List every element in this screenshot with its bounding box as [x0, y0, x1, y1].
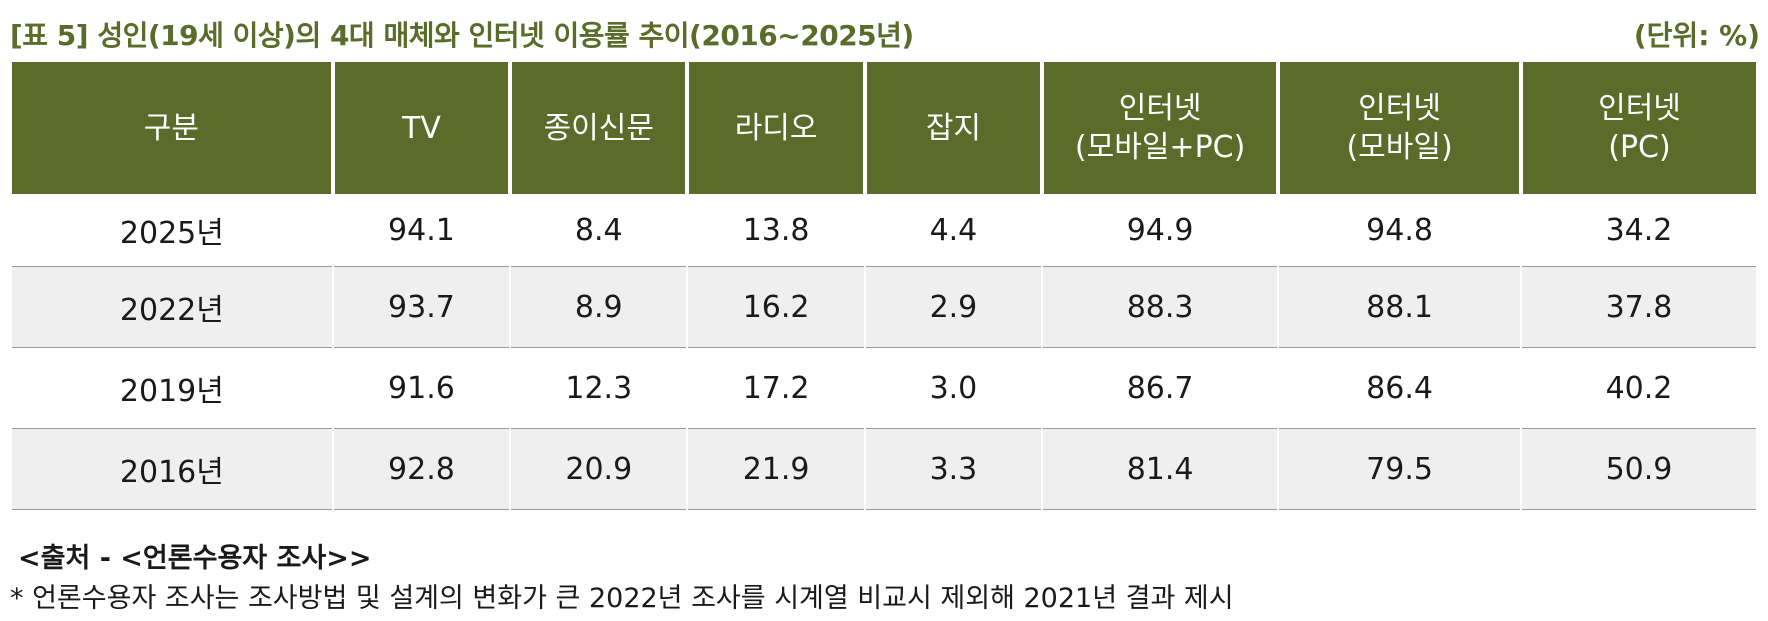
table-cell: 94.8: [1277, 194, 1521, 267]
table-cell: 40.2: [1520, 347, 1756, 429]
header-cell: 종이신문: [508, 62, 688, 194]
table-cell: 88.3: [1041, 266, 1279, 348]
table-cell: 92.8: [331, 428, 511, 510]
table-cell: 21.9: [686, 428, 865, 510]
table-cell: 3.0: [863, 347, 1043, 429]
row-label: 2025년: [12, 194, 333, 267]
header-cell: TV: [330, 62, 511, 194]
title-row: [표 5] 성인(19세 이상)의 4대 매체와 인터넷 이용률 추이(2016…: [10, 8, 1760, 58]
table-cell: 94.9: [1041, 194, 1279, 267]
row-label: 2019년: [12, 347, 333, 429]
source-text: <출처 - <언론수용자 조사>>: [18, 543, 372, 574]
table-title: [표 5] 성인(19세 이상)의 4대 매체와 인터넷 이용률 추이(2016…: [10, 19, 914, 52]
table-cell: 50.9: [1520, 428, 1756, 510]
table-cell: 4.4: [863, 194, 1043, 267]
table-cell: 13.8: [686, 194, 865, 267]
table-cell: 81.4: [1041, 428, 1279, 510]
table-cell: 8.9: [509, 266, 688, 348]
header-cell: 구분: [12, 62, 333, 194]
table-row: 2016년 92.8 20.9 21.9 3.3 81.4 79.5 50.9: [12, 428, 1756, 510]
header-cell: 인터넷 (모바일+PC): [1040, 62, 1279, 194]
table-cell: 8.4: [509, 194, 688, 267]
table-cell: 2.9: [863, 266, 1043, 348]
header-cell: 인터넷 (모바일): [1276, 62, 1521, 194]
table-cell: 12.3: [509, 347, 688, 429]
table-cell: 93.7: [331, 266, 511, 348]
table-row: 2025년 94.1 8.4 13.8 4.4 94.9 94.8 34.2: [12, 194, 1756, 267]
table-row: 2019년 91.6 12.3 17.2 3.0 86.7 86.4 40.2: [12, 347, 1756, 429]
table-cell: 91.6: [331, 347, 511, 429]
table-cell: 17.2: [686, 347, 865, 429]
row-label: 2016년: [12, 428, 333, 510]
table-cell: 88.1: [1277, 266, 1521, 348]
table-cell: 86.4: [1277, 347, 1521, 429]
header-cell: 라디오: [685, 62, 865, 194]
footnote: * 언론수용자 조사는 조사방법 및 설계의 변화가 큰 2022년 조사를 시…: [10, 583, 1234, 614]
media-usage-table: 구분 TV 종이신문 라디오 잡지 인터넷 (모바일+PC) 인터넷 (모바일) 인…: [12, 62, 1756, 510]
table-cell: 3.3: [863, 428, 1043, 510]
table-cell: 16.2: [686, 266, 865, 348]
table-cell: 37.8: [1520, 266, 1756, 348]
unit-label: (단위: %): [1633, 19, 1760, 52]
table-cell: 79.5: [1277, 428, 1521, 510]
table-cell: 94.1: [331, 194, 511, 267]
table-cell: 86.7: [1041, 347, 1279, 429]
header-row: 구분 TV 종이신문 라디오 잡지 인터넷 (모바일+PC) 인터넷 (모바일) 인…: [12, 62, 1756, 194]
table-cell: 34.2: [1520, 194, 1756, 267]
table-cell: 20.9: [509, 428, 688, 510]
header-cell: 잡지: [862, 62, 1043, 194]
header-cell: 인터넷 (PC): [1519, 62, 1756, 194]
table-row: 2022년 93.7 8.9 16.2 2.9 88.3 88.1 37.8: [12, 266, 1756, 348]
row-label: 2022년: [12, 266, 333, 348]
